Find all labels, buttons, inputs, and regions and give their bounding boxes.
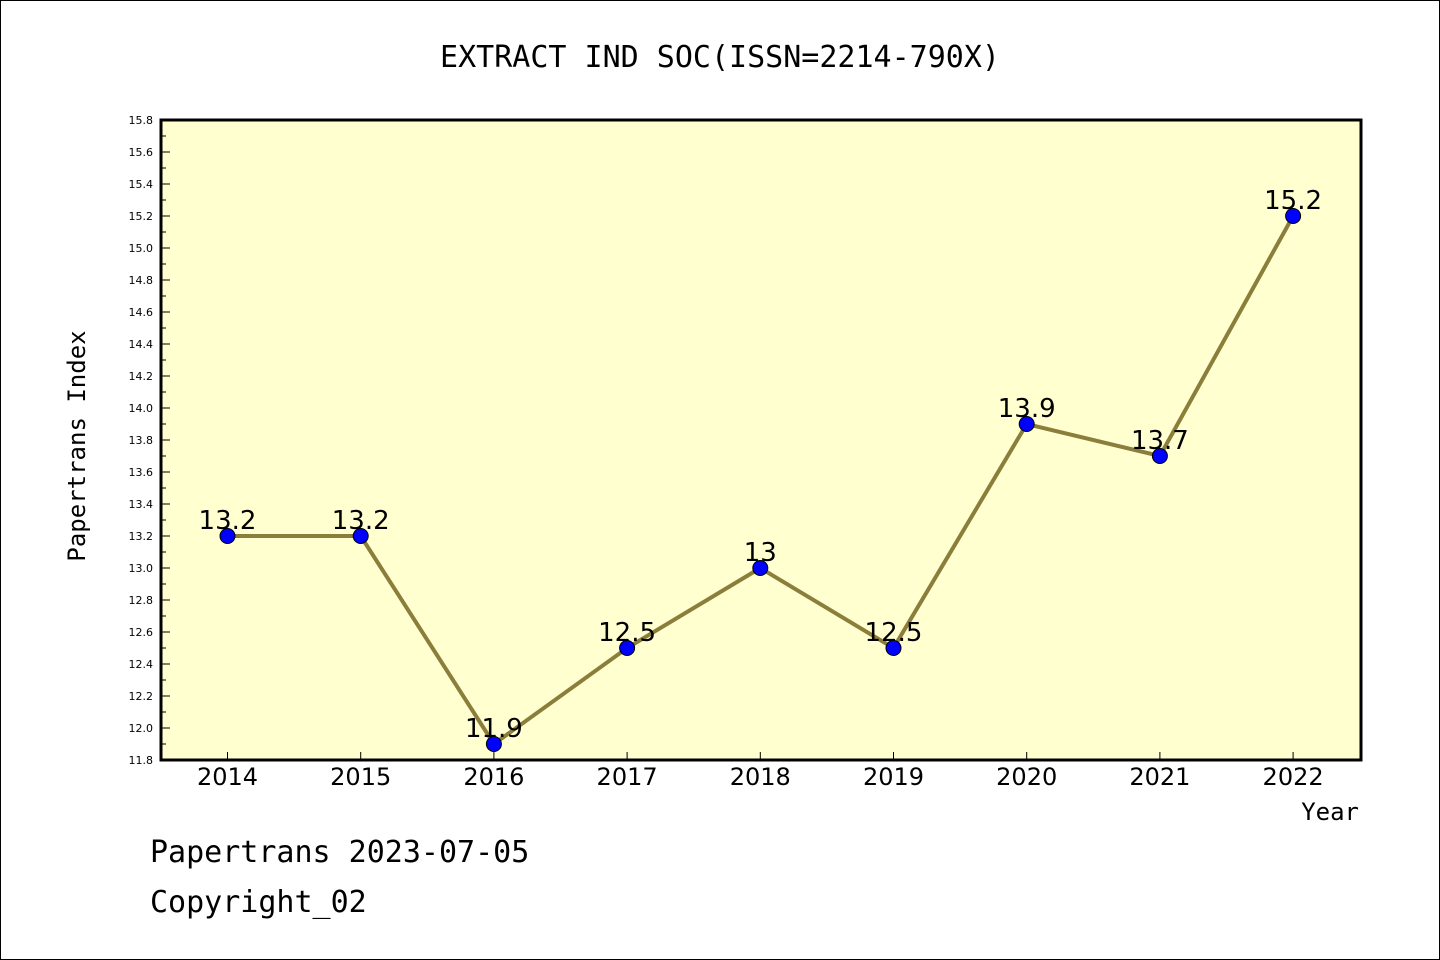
y-tick-label: 12.4 <box>129 658 154 671</box>
x-tick-label: 2014 <box>197 763 258 791</box>
y-tick-label: 14.6 <box>129 306 154 319</box>
series-markers <box>219 208 1302 752</box>
data-label: 13.9 <box>998 394 1056 424</box>
footer-copyright: Copyright_02 <box>150 885 367 920</box>
y-tick-label: 13.2 <box>129 530 154 543</box>
footer-date: Papertrans 2023-07-05 <box>150 835 530 870</box>
y-tick-label: 15.0 <box>129 242 154 255</box>
data-point <box>885 640 902 656</box>
y-tick-label: 13.0 <box>129 562 154 575</box>
y-tick-label: 14.4 <box>129 338 154 351</box>
data-labels: 13.2 13.2 11.9 12.5 13 12.5 13.9 13.7 15.2 <box>199 186 1322 744</box>
data-label: 13 <box>744 538 777 568</box>
x-tick-label: 2021 <box>1129 763 1190 791</box>
data-point <box>619 640 636 656</box>
data-label: 12.5 <box>598 618 656 648</box>
y-tick-label: 14.0 <box>129 402 154 415</box>
data-point <box>485 736 502 752</box>
x-axis-ticks: 2014 2015 2016 2017 2018 2019 2020 2021 2022 <box>197 752 1324 791</box>
y-axis-ticks: 11.8 12.0 12.2 12.4 12.6 12.8 13.0 13.2 13.4 13.6… <box>129 114 170 767</box>
data-point <box>1285 208 1302 224</box>
data-label: 11.9 <box>465 714 523 744</box>
x-axis-label: Year <box>1301 798 1359 826</box>
y-tick-label: 14.2 <box>129 370 154 383</box>
data-label: 13.7 <box>1131 426 1189 456</box>
x-tick-label: 2016 <box>463 763 524 791</box>
y-tick-label: 14.8 <box>129 274 154 287</box>
y-tick-label: 13.6 <box>129 466 154 479</box>
data-label: 15.2 <box>1264 186 1322 216</box>
x-tick-label: 2022 <box>1263 763 1324 791</box>
x-tick-label: 2017 <box>597 763 658 791</box>
y-tick-label: 15.4 <box>129 178 154 191</box>
y-tick-label: 15.8 <box>129 114 154 127</box>
x-tick-label: 2018 <box>730 763 791 791</box>
y-tick-label: 12.6 <box>129 626 154 639</box>
data-point <box>752 560 769 576</box>
plot-area <box>161 120 1361 760</box>
y-tick-label: 15.2 <box>129 210 154 223</box>
x-tick-label: 2019 <box>863 763 924 791</box>
y-tick-label: 12.8 <box>129 594 154 607</box>
y-tick-label: 11.8 <box>129 754 154 767</box>
y-tick-label: 12.2 <box>129 690 154 703</box>
y-axis-label: Papertrans Index <box>63 330 91 561</box>
y-tick-label: 12.0 <box>129 722 154 735</box>
plot-border <box>159 118 1363 762</box>
x-tick-label: 2015 <box>330 763 391 791</box>
data-label: 12.5 <box>865 618 923 648</box>
chart-title: EXTRACT IND SOC(ISSN=2214-790X) <box>440 40 1000 75</box>
data-point <box>1151 448 1168 464</box>
y-tick-label: 13.4 <box>129 498 154 511</box>
y-tick-label: 15.6 <box>129 146 154 159</box>
data-point <box>352 528 369 544</box>
y-tick-label: 13.8 <box>129 434 154 447</box>
data-label: 13.2 <box>332 506 390 536</box>
data-label: 13.2 <box>199 506 257 536</box>
x-tick-label: 2020 <box>996 763 1057 791</box>
data-point <box>219 528 236 544</box>
data-point <box>1018 416 1035 432</box>
